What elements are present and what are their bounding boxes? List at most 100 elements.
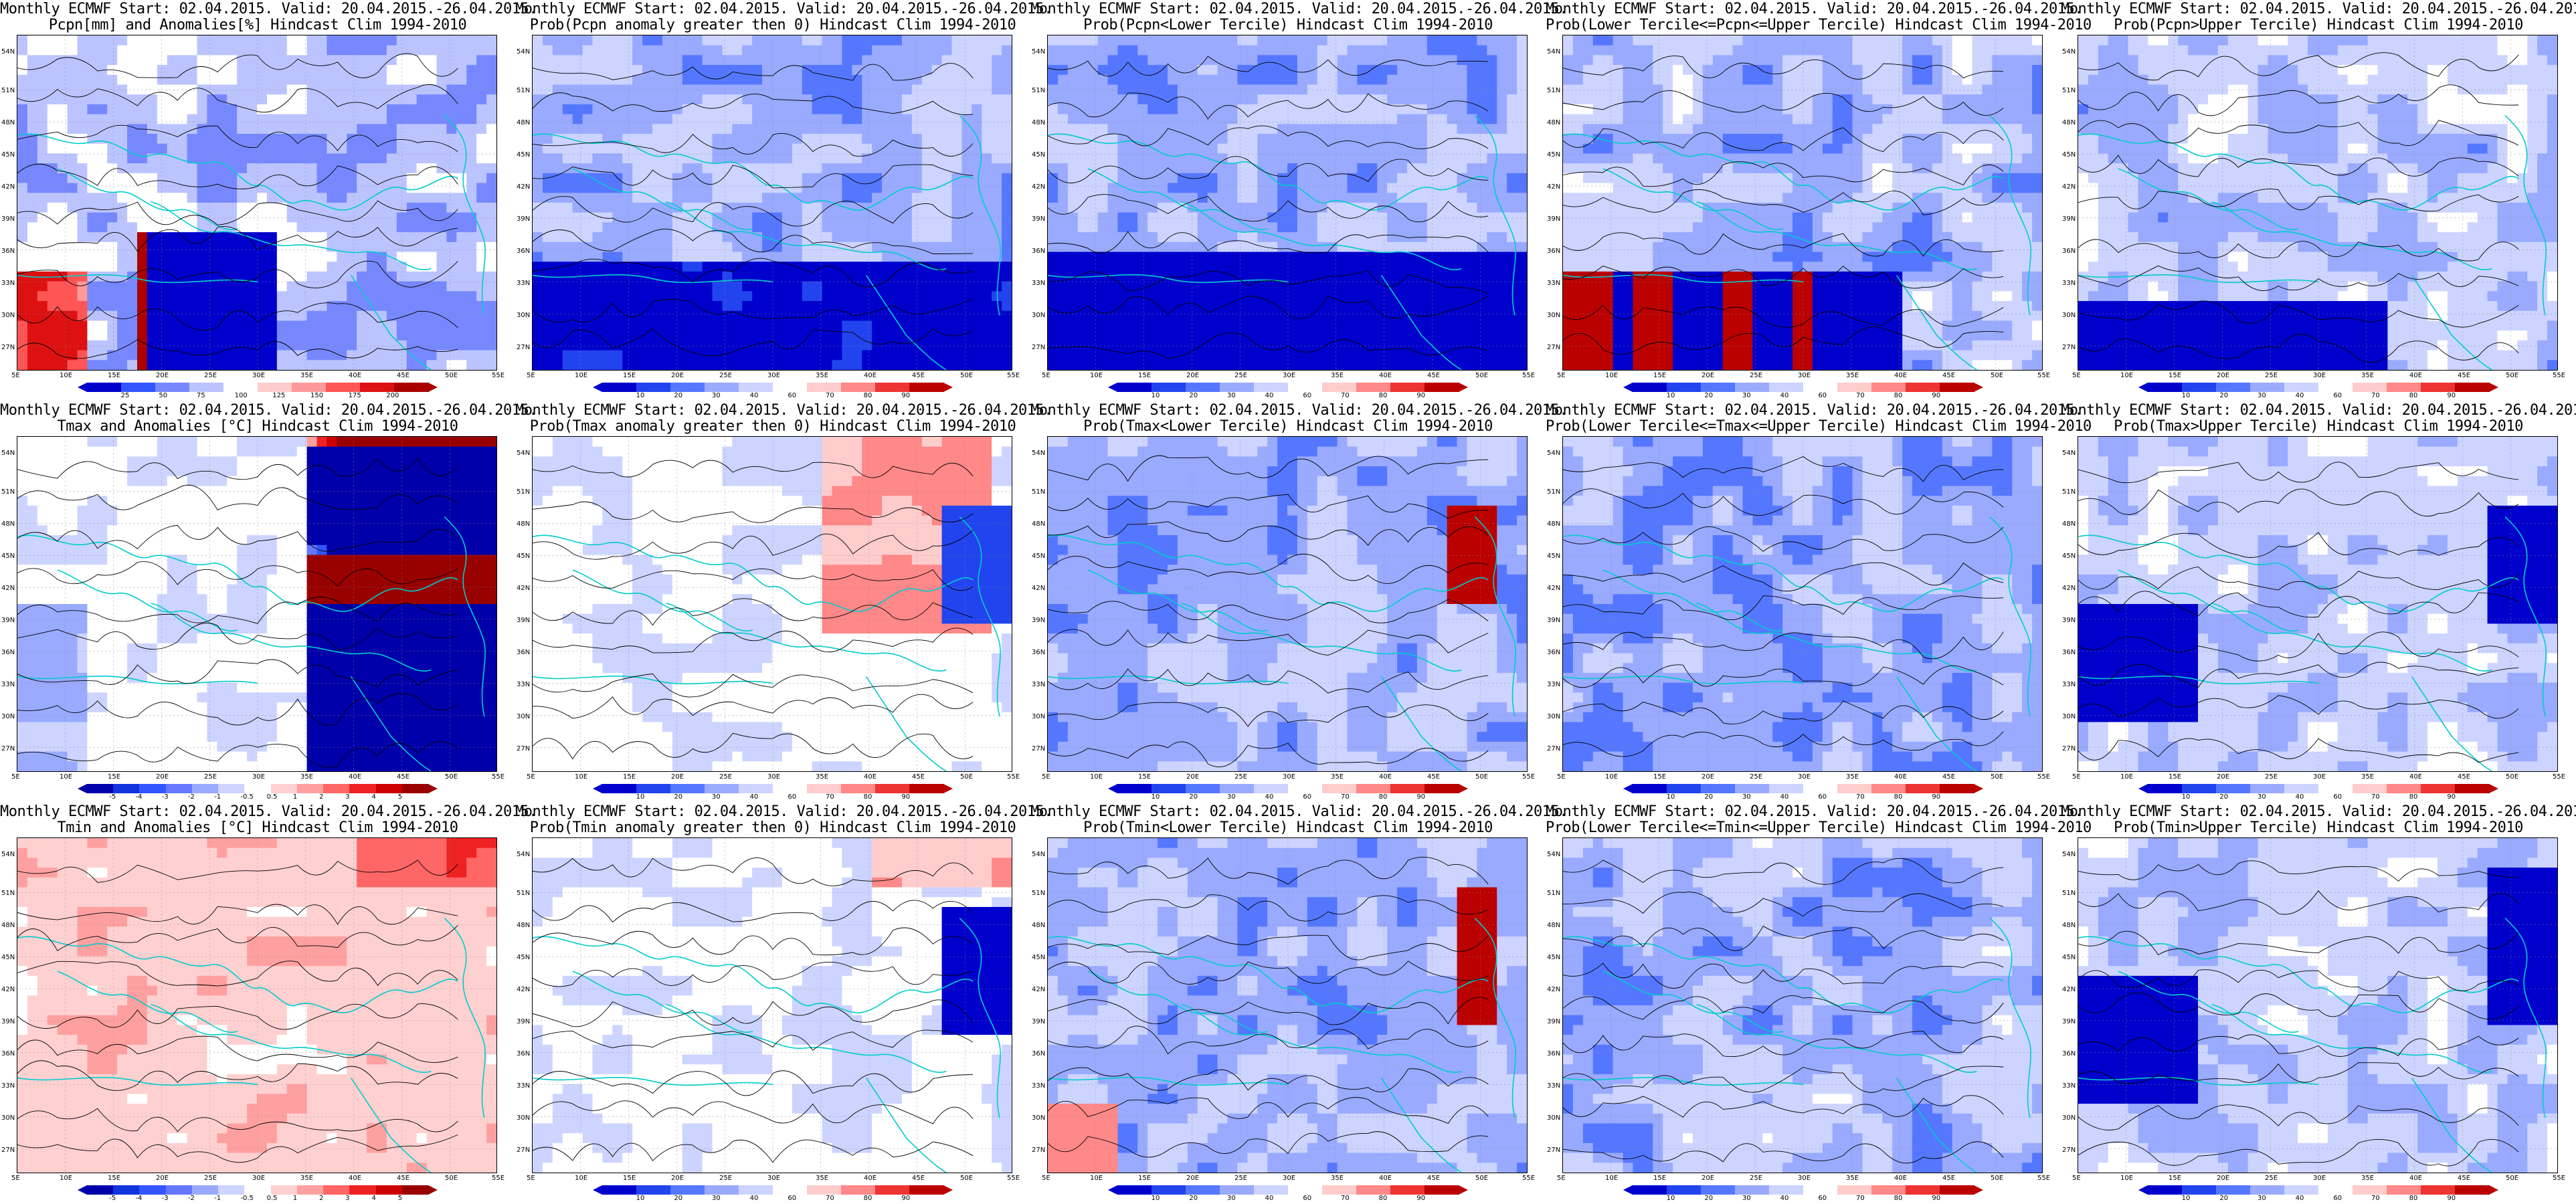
lat-label: 30N <box>1 312 15 319</box>
colorbar-tick-label: 5 <box>398 793 402 801</box>
colorbar-swatch <box>1424 383 1459 392</box>
colorbar-swatch <box>87 1185 114 1195</box>
lat-label: 45N <box>2062 954 2076 961</box>
lat-label: 45N <box>517 151 530 159</box>
map-panel: Monthly ECMWF Start: 02.04.2015. Valid: … <box>515 803 1052 1204</box>
colorbar-swatch <box>258 383 292 392</box>
lat-label: 36N <box>517 247 530 255</box>
lat-label: 51N <box>1 890 15 897</box>
colorbar-tick-label: -3 <box>162 1195 169 1202</box>
lon-label: 45E <box>2458 1175 2470 1182</box>
lat-label: 42N <box>1 986 15 993</box>
colorbar: 10 20 30 40 60 70 80 90 <box>593 784 953 801</box>
lat-label: 48N <box>2062 520 2076 528</box>
map-canvas <box>17 35 497 371</box>
colorbar-tick-label: 10 <box>2182 392 2191 399</box>
colorbar-tick-label: -4 <box>135 1195 142 1202</box>
lon-label: 25E <box>2265 372 2278 379</box>
colorbar-min-arrow <box>593 383 602 392</box>
panel-title-line1: Monthly ECMWF Start: 02.04.2015. Valid: … <box>1546 403 2083 419</box>
colorbar-swatch <box>739 383 773 392</box>
colorbar-swatch <box>1735 1185 1770 1195</box>
colorbar-tick-label: 20 <box>1704 1195 1713 1202</box>
lon-label: 15E <box>1653 773 1666 781</box>
lat-label: 45N <box>1 151 15 159</box>
colorbar-tick-label: 20 <box>1704 392 1713 399</box>
lon-label: 50E <box>445 372 458 379</box>
colorbar: 10 20 30 40 60 70 80 90 <box>2138 784 2498 801</box>
colorbar-swatch <box>218 1185 245 1195</box>
colorbar-swatch <box>1667 784 1701 793</box>
colorbar-min-arrow <box>593 784 602 793</box>
colorbar-min-arrow <box>2138 1185 2148 1195</box>
lon-label: 5E <box>2072 773 2081 781</box>
lat-label: 51N <box>517 87 530 94</box>
lat-label: 30N <box>517 713 530 720</box>
lat-label: 39N <box>1 215 15 223</box>
lat-label: 51N <box>1547 890 1560 897</box>
colorbar-tick-label: 80 <box>2409 392 2418 399</box>
lat-label: 48N <box>1547 922 1560 929</box>
lon-label: 30E <box>252 1175 265 1182</box>
colorbar-swatch <box>139 784 167 793</box>
map-panel: Monthly ECMWF Start: 02.04.2015. Valid: … <box>0 803 537 1204</box>
colorbar-swatch <box>2455 784 2490 793</box>
lon-label: 55E <box>1007 372 1020 379</box>
map-panel: Monthly ECMWF Start: 02.04.2015. Valid: … <box>515 401 1052 803</box>
lon-label: 15E <box>2169 372 2181 379</box>
colorbar-swatch <box>1940 784 1974 793</box>
lon-label: 25E <box>1234 1175 1247 1182</box>
lon-label: 40E <box>2409 1175 2422 1182</box>
lon-label: 50E <box>1991 773 2003 781</box>
lon-label: 25E <box>204 773 217 781</box>
panel-title-line1: Monthly ECMWF Start: 02.04.2015. Valid: … <box>0 804 537 820</box>
colorbar-swatch <box>602 784 637 793</box>
lon-label: 35E <box>300 773 313 781</box>
colorbar-tick-label: -2 <box>188 793 195 801</box>
lon-label: 45E <box>397 372 409 379</box>
colorbar-tick-label: 150 <box>310 392 323 399</box>
colorbar-swatch <box>875 784 910 793</box>
lat-label: 54N <box>1 449 15 457</box>
panel-title-line1: Monthly ECMWF Start: 02.04.2015. Valid: … <box>1030 403 1568 419</box>
lon-label: 15E <box>108 372 120 379</box>
colorbar-tick-label: 20 <box>1189 793 1198 801</box>
panel-title-line2: Prob(Pcpn anomaly greater then 0) Hindca… <box>515 17 1030 33</box>
colorbar-swatch <box>1906 383 1940 392</box>
panel-title-line1: Monthly ECMWF Start: 02.04.2015. Valid: … <box>515 1 1052 17</box>
lat-label: 30N <box>1547 713 1560 720</box>
lon-label: 20E <box>1701 1175 1714 1182</box>
panel-title-line1: Monthly ECMWF Start: 02.04.2015. Valid: … <box>1030 804 1568 820</box>
lat-label: 54N <box>1032 851 1045 858</box>
colorbar-tick-label: -5 <box>109 1195 116 1202</box>
lon-label: 25E <box>719 1175 732 1182</box>
lon-label: 55E <box>1007 1175 1020 1182</box>
map-canvas <box>1562 837 2043 1173</box>
lon-label: 45E <box>1427 1175 1440 1182</box>
colorbar-swatch <box>2148 784 2183 793</box>
lat-label: 36N <box>1032 649 1045 656</box>
lat-label: 36N <box>1547 649 1560 656</box>
lon-label: 55E <box>1522 1175 1535 1182</box>
map-canvas <box>1562 436 2043 772</box>
colorbar-min-arrow <box>78 784 87 793</box>
lon-label: 25E <box>1750 773 1762 781</box>
lon-label: 40E <box>864 372 877 379</box>
colorbar-swatch <box>2182 784 2217 793</box>
colorbar-tick-label: 40 <box>1265 793 1274 801</box>
panel-title-line1: Monthly ECMWF Start: 02.04.2015. Valid: … <box>2061 403 2576 419</box>
lat-label: 30N <box>2062 713 2076 720</box>
colorbar-tick-label: 40 <box>750 793 759 801</box>
colorbar-swatch <box>1356 784 1391 793</box>
colorbar-swatch <box>1186 383 1220 392</box>
colorbar-swatch <box>375 1185 403 1195</box>
colorbar-tick-label: 60 <box>788 392 796 399</box>
lon-label: 55E <box>2037 372 2050 379</box>
lon-label: 5E <box>11 1175 20 1182</box>
colorbar-swatch <box>705 784 739 793</box>
lon-label: 50E <box>2506 372 2518 379</box>
map-panel: Monthly ECMWF Start: 02.04.2015. Valid: … <box>515 0 1052 401</box>
lon-label: 35E <box>2361 372 2374 379</box>
colorbar-tick-label: 60 <box>1303 793 1311 801</box>
colorbar-tick-label: 175 <box>349 392 361 399</box>
